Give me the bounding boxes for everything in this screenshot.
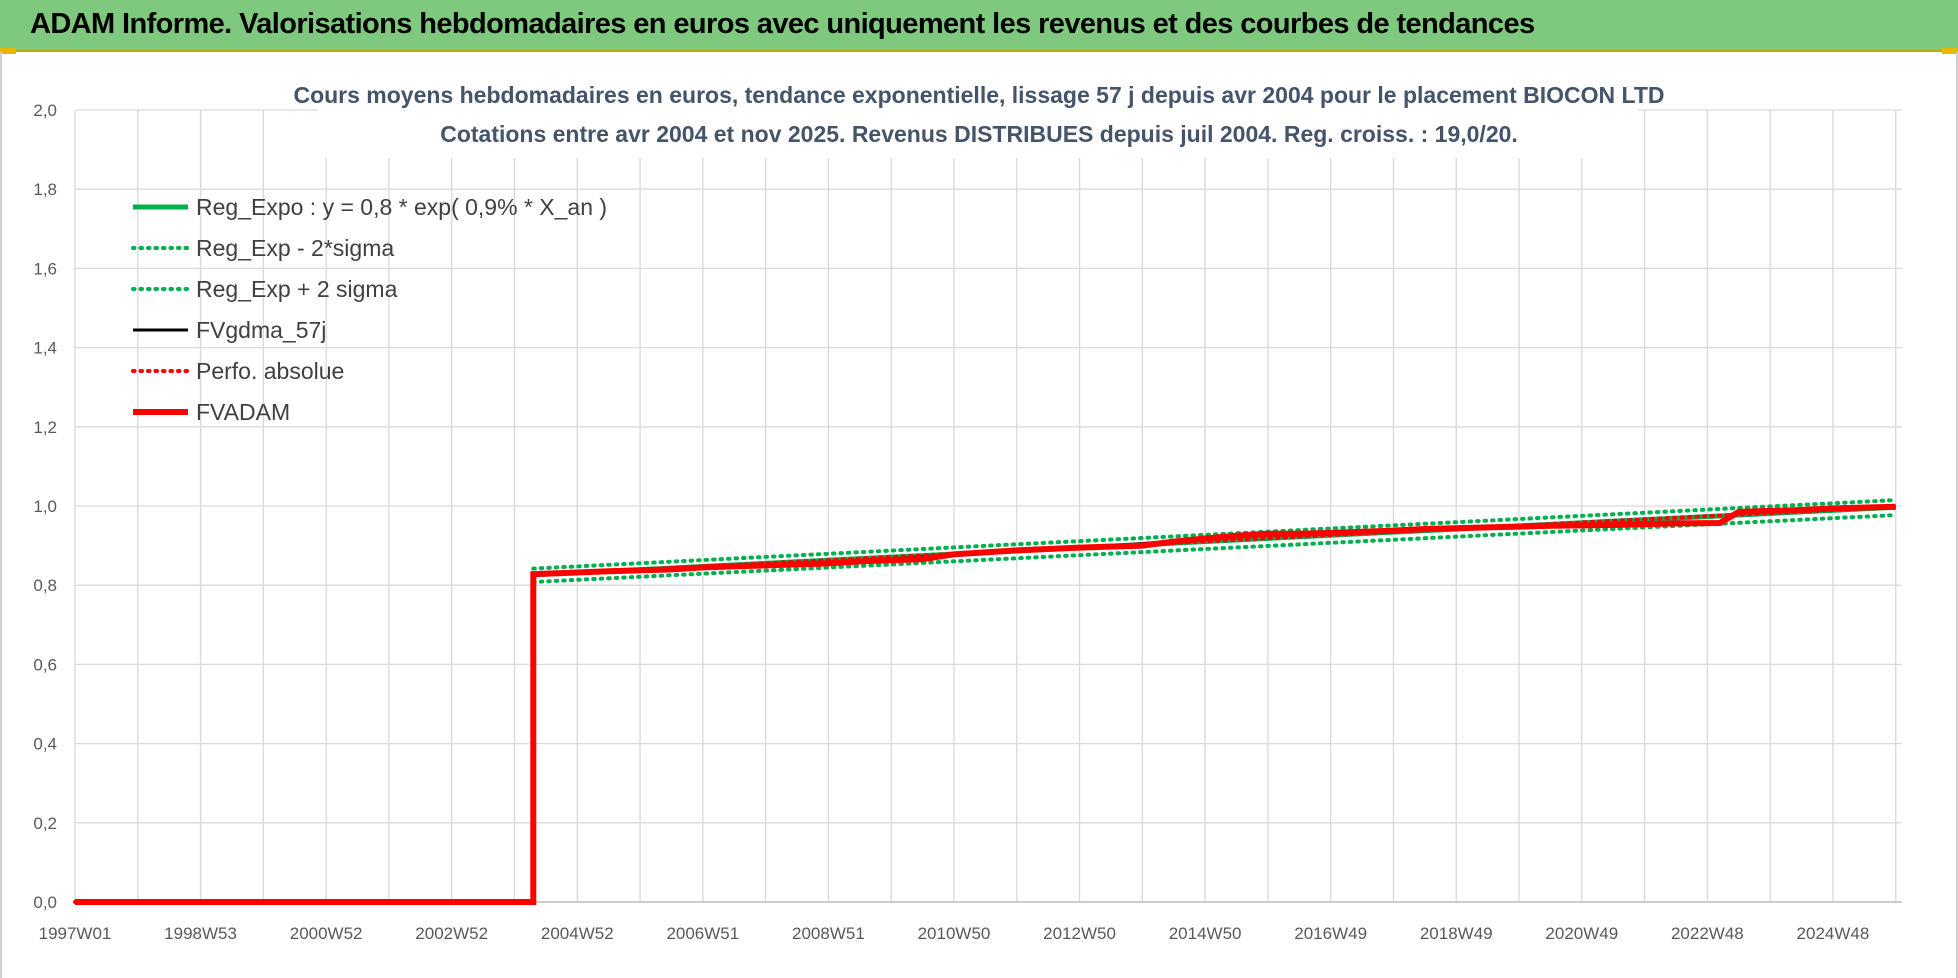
- series-line-5: [75, 503, 1896, 905]
- legend-label: Perfo. absolue: [196, 358, 344, 384]
- x-tick-label: 2004W52: [541, 924, 614, 943]
- report-banner: ADAM Informe. Valorisations hebdomadaire…: [0, 0, 1958, 52]
- chart-title: Cours moyens hebdomadaires en euros, ten…: [293, 82, 1664, 108]
- x-tick-label: 2002W52: [415, 924, 488, 943]
- y-tick-label: 0,6: [33, 655, 57, 674]
- x-tick-label: 2012W50: [1043, 924, 1116, 943]
- x-axis-tick-labels: 1997W01 1998W53 2000W52 2002W52 2004W52 2006W…: [39, 924, 1870, 943]
- x-tick-label: 1998W53: [164, 924, 237, 943]
- y-tick-label: 1,2: [33, 418, 57, 437]
- x-tick-label: 2024W48: [1797, 924, 1870, 943]
- legend-label: Reg_Exp - 2*sigma: [196, 235, 394, 261]
- corner-marker-left: [0, 48, 16, 54]
- x-tick-label: 2008W51: [792, 924, 865, 943]
- y-tick-label: 0,2: [33, 814, 57, 833]
- chart-frame: [0, 52, 1958, 978]
- x-tick-label: 2018W49: [1420, 924, 1493, 943]
- x-tick-label: 2022W48: [1671, 924, 1744, 943]
- y-tick-label: 2,0: [33, 101, 57, 120]
- y-tick-label: 1,8: [33, 180, 57, 199]
- x-tick-label: 1997W01: [39, 924, 112, 943]
- series-line-4: [73, 504, 1898, 904]
- y-tick-label: 1,0: [33, 497, 57, 516]
- legend-label: FVADAM: [196, 399, 290, 425]
- legend-label: FVgdma_57j: [196, 317, 326, 343]
- x-tick-label: 2010W50: [918, 924, 991, 943]
- x-tick-label: 2000W52: [290, 924, 363, 943]
- legend-label: Reg_Exp + 2 sigma: [196, 276, 398, 302]
- series-line-1: [531, 513, 1898, 584]
- report-title: ADAM Informe. Valorisations hebdomadaire…: [30, 8, 1535, 40]
- title-background: [318, 74, 1638, 158]
- y-tick-label: 1,4: [33, 339, 57, 358]
- x-tick-label: 2016W49: [1294, 924, 1367, 943]
- legend-label: Reg_Expo : y = 0,8 * exp( 0,9% * X_an ): [196, 194, 607, 220]
- legend: Reg_Expo : y = 0,8 * exp( 0,9% * X_an ) R…: [131, 194, 607, 425]
- y-tick-label: 0,4: [33, 735, 57, 754]
- x-tick-label: 2006W51: [666, 924, 739, 943]
- y-tick-label: 1,6: [33, 259, 57, 278]
- series-line-3: [75, 505, 1896, 904]
- grid-lines: [74, 109, 1902, 903]
- corner-marker-right: [1942, 48, 1958, 54]
- y-tick-label: 0,8: [33, 576, 57, 595]
- y-axis-tick-labels: 0,0 0,2 0,4 0,6 0,8 1,0 1,2 1,4 1,6 1,8 2,0: [33, 101, 57, 912]
- x-tick-label: 2014W50: [1169, 924, 1242, 943]
- chart-title-group: Cours moyens hebdomadaires en euros, ten…: [293, 74, 1665, 158]
- series-lines: [73, 498, 1898, 905]
- chart-subtitle: Cotations entre avr 2004 et nov 2025. Re…: [440, 121, 1518, 147]
- series-line-2: [531, 498, 1898, 571]
- y-tick-label: 0,0: [33, 893, 57, 912]
- x-tick-label: 2020W49: [1545, 924, 1618, 943]
